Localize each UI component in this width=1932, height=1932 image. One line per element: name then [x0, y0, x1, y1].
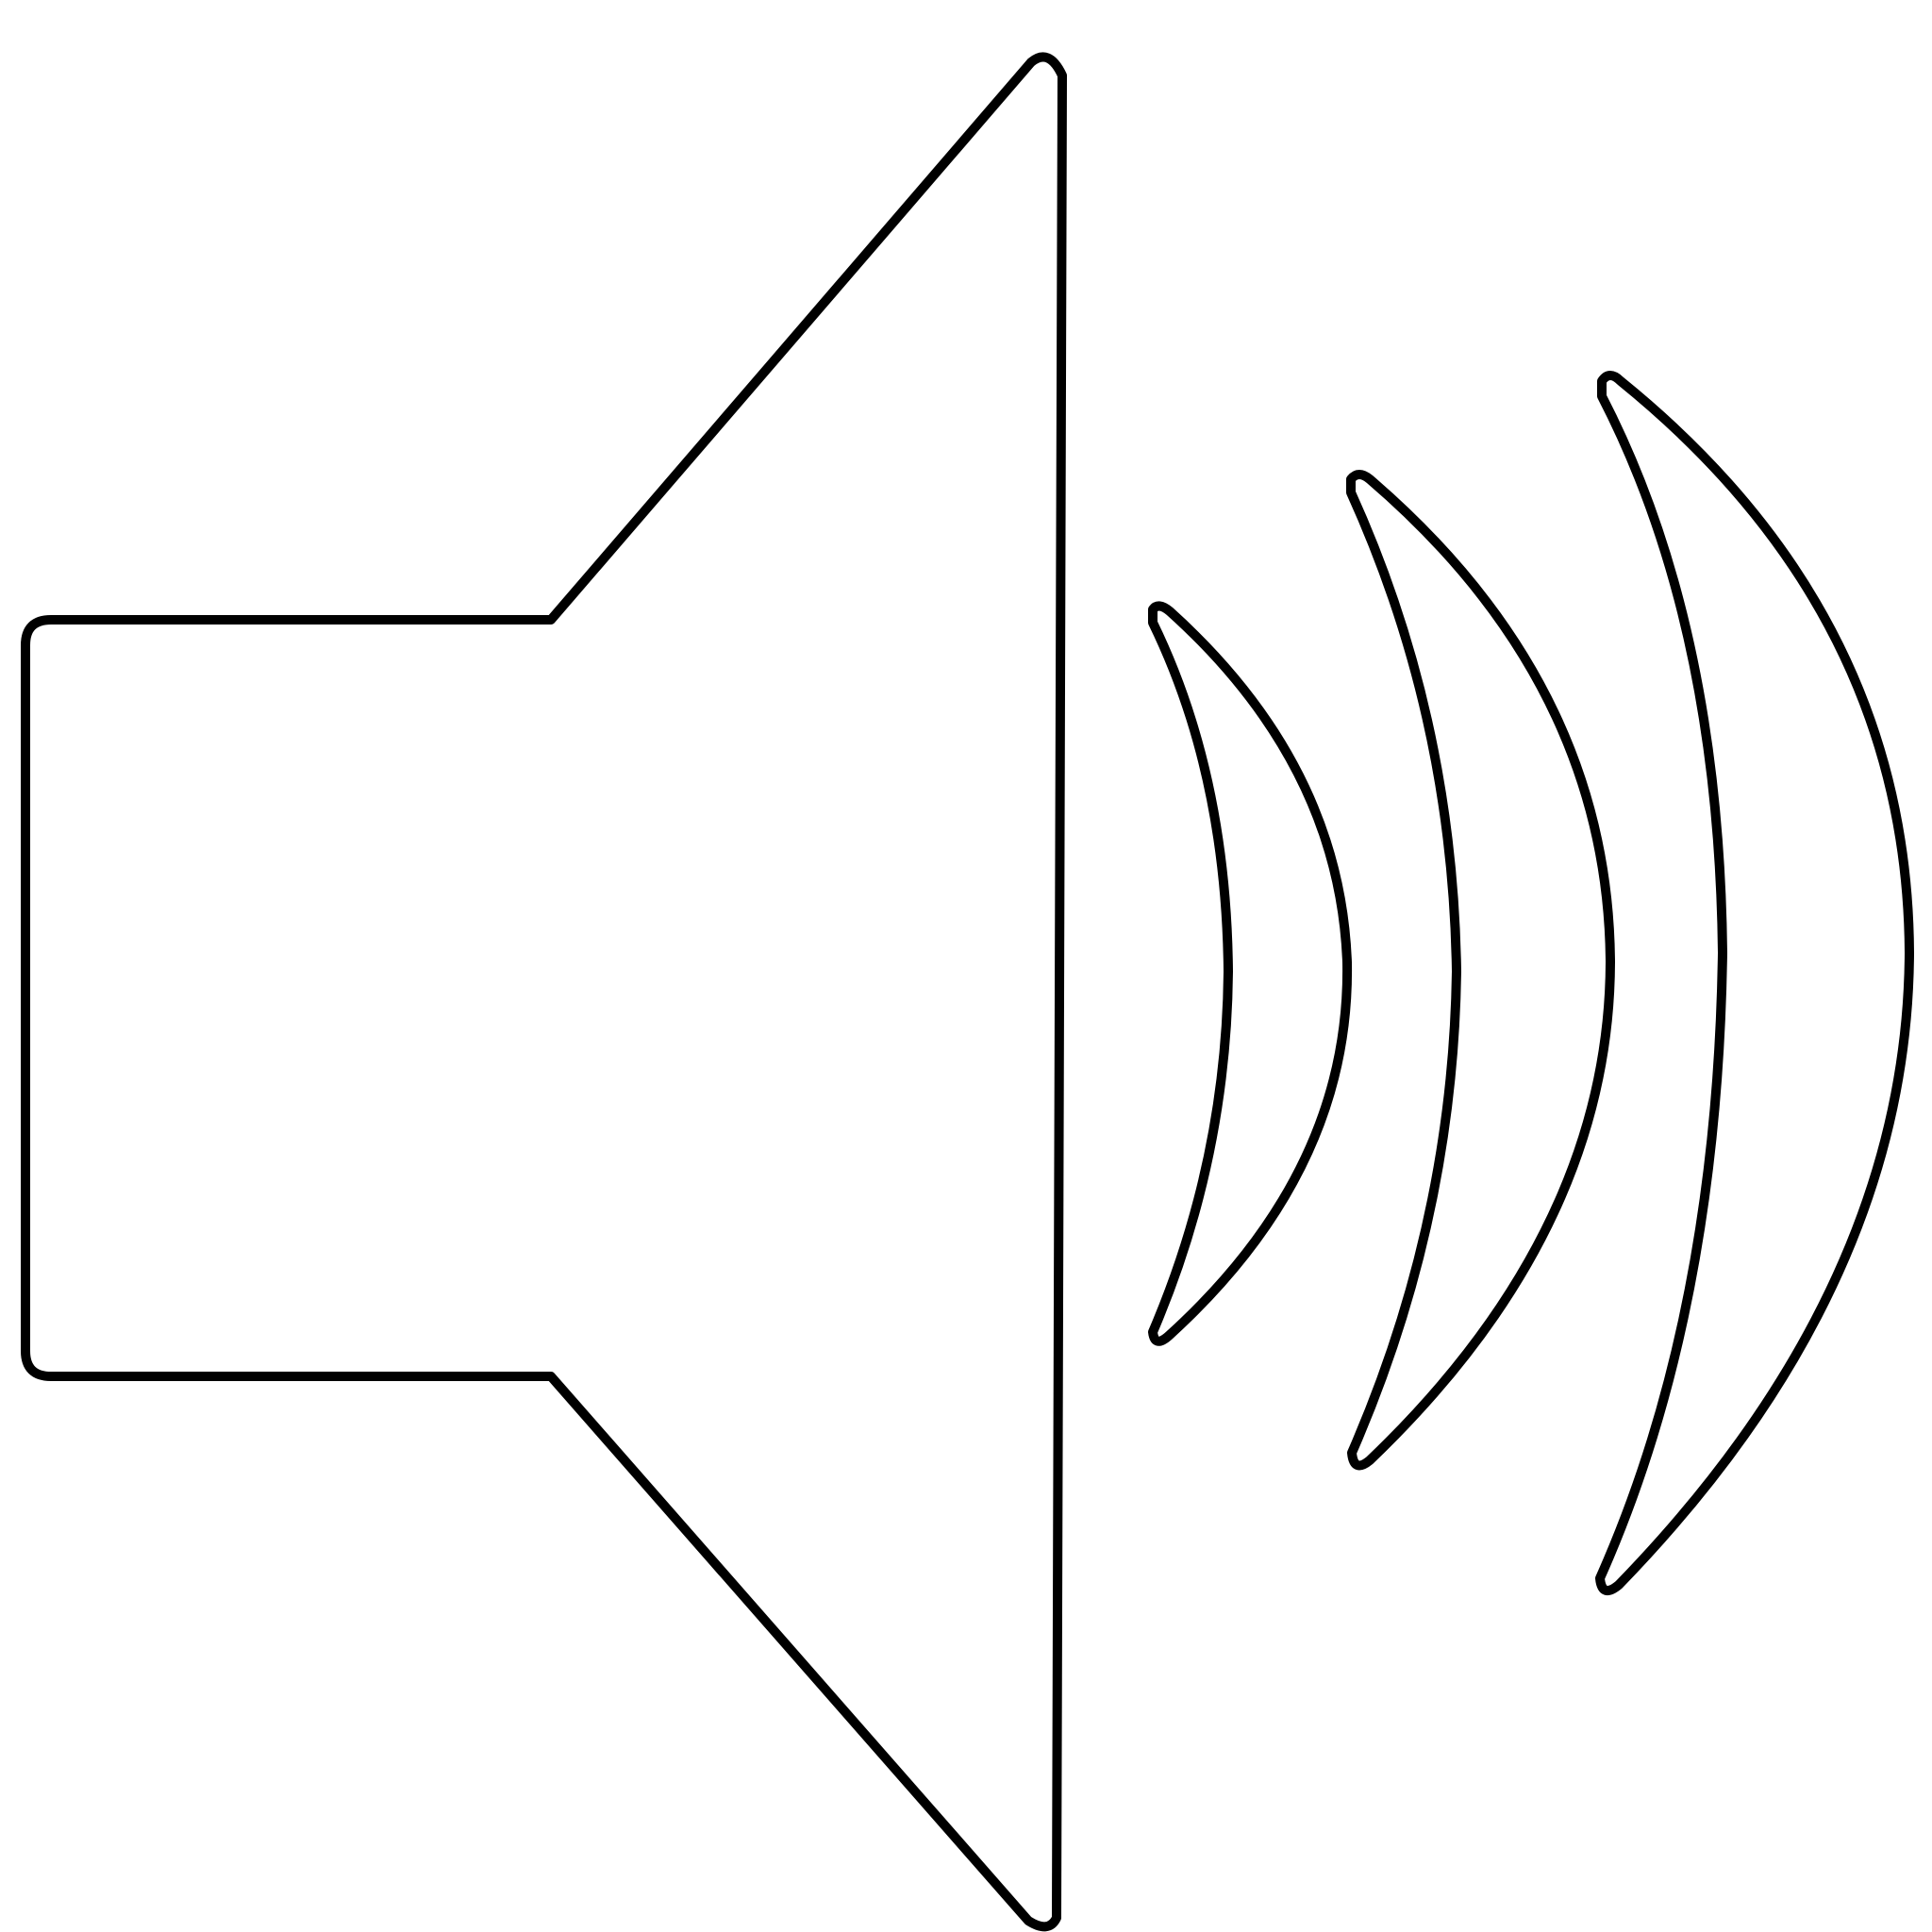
speaker-cone-icon — [21, 52, 1067, 1932]
sound-wave-large-icon — [1595, 371, 1914, 1596]
sound-wave-medium-icon — [1346, 470, 1615, 1471]
sound-wave-small-icon — [1148, 601, 1353, 1346]
